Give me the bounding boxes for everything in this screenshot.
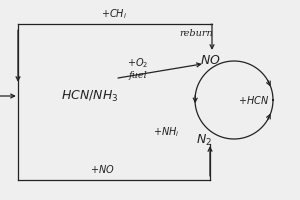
Text: $+NH_i$: $+NH_i$ xyxy=(153,125,180,139)
Text: $+NO$: $+NO$ xyxy=(90,163,114,175)
Text: $NO$: $NO$ xyxy=(200,53,220,66)
Text: reburn: reburn xyxy=(180,29,213,38)
Text: $HCN/NH_3$: $HCN/NH_3$ xyxy=(61,88,119,104)
Text: $N_2$: $N_2$ xyxy=(196,132,212,148)
Text: $+CH_i$: $+CH_i$ xyxy=(101,7,127,21)
Text: $+O_2$
fuel: $+O_2$ fuel xyxy=(127,56,149,80)
Text: $+HCN$: $+HCN$ xyxy=(238,94,269,106)
